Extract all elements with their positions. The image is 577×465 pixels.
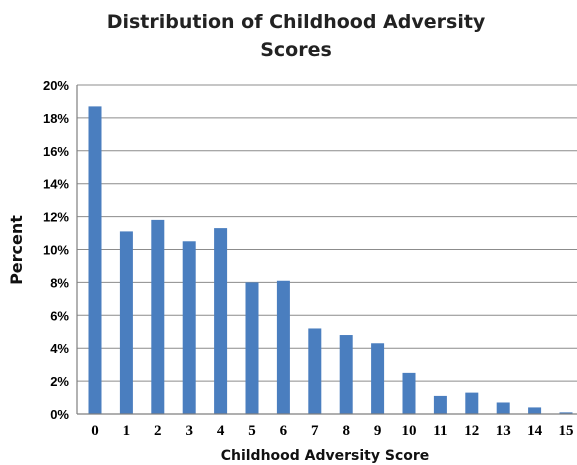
bar-score-1 — [119, 231, 133, 414]
x-tick-label: 0 — [91, 423, 99, 439]
y-tick-label: 0% — [50, 407, 69, 422]
x-tick-label: 7 — [311, 423, 319, 439]
x-tick-label: 13 — [496, 423, 511, 439]
x-tick-label: 14 — [527, 423, 543, 439]
y-tick-label: 10% — [43, 243, 69, 258]
x-tick-label: 10 — [402, 423, 417, 439]
bars — [88, 106, 573, 414]
y-tick-label: 16% — [43, 144, 69, 159]
bar-score-7 — [308, 328, 322, 414]
y-tick-label: 4% — [50, 341, 69, 356]
y-tick-label: 20% — [43, 78, 69, 93]
y-tick-label: 6% — [50, 308, 69, 323]
bar-score-12 — [465, 392, 479, 414]
x-tick-label: 8 — [342, 423, 350, 439]
x-tick-label: 5 — [248, 423, 256, 439]
y-tick-label: 18% — [43, 111, 69, 126]
chart-title-line-2: Scores — [260, 39, 332, 61]
y-tick-label: 14% — [43, 177, 69, 192]
bar-score-6 — [276, 280, 290, 414]
x-tick-label: 6 — [280, 423, 288, 439]
x-tick-label: 12 — [464, 423, 479, 439]
bar-score-0 — [88, 106, 102, 414]
bar-score-13 — [496, 402, 510, 414]
x-tick-label: 9 — [374, 423, 382, 439]
chart-title-line-1: Distribution of Childhood Adversity — [107, 11, 486, 33]
x-tick-labels: 0 1 2 3 4 5 6 7 8 9 10 11 12 13 14 15 — [91, 423, 573, 439]
bar-score-14 — [528, 407, 542, 414]
bar-score-5 — [245, 282, 259, 414]
y-tick-labels: 0% 2% 4% 6% 8% 10% 12% 14% 16% 18% 20% — [43, 78, 69, 422]
bar-score-3 — [182, 241, 196, 414]
x-tick-label: 11 — [433, 423, 447, 439]
x-tick-label: 3 — [185, 423, 193, 439]
bar-score-2 — [151, 219, 165, 414]
x-tick-label: 15 — [559, 423, 574, 439]
bar-score-15 — [559, 412, 573, 414]
bar-score-4 — [214, 228, 228, 414]
x-tick-label: 2 — [154, 423, 162, 439]
y-tick-label: 12% — [43, 210, 69, 225]
x-tick-label: 1 — [123, 423, 131, 439]
x-tick-label: 4 — [217, 423, 225, 439]
bar-score-8 — [339, 335, 353, 414]
y-tick-label: 8% — [50, 275, 69, 290]
bar-score-10 — [402, 372, 416, 414]
y-axis-title: Percent — [7, 215, 26, 285]
y-tick-label: 2% — [50, 374, 69, 389]
x-axis-title: Childhood Adversity Score — [221, 448, 430, 464]
bar-score-11 — [433, 395, 447, 414]
bar-score-9 — [371, 343, 385, 414]
